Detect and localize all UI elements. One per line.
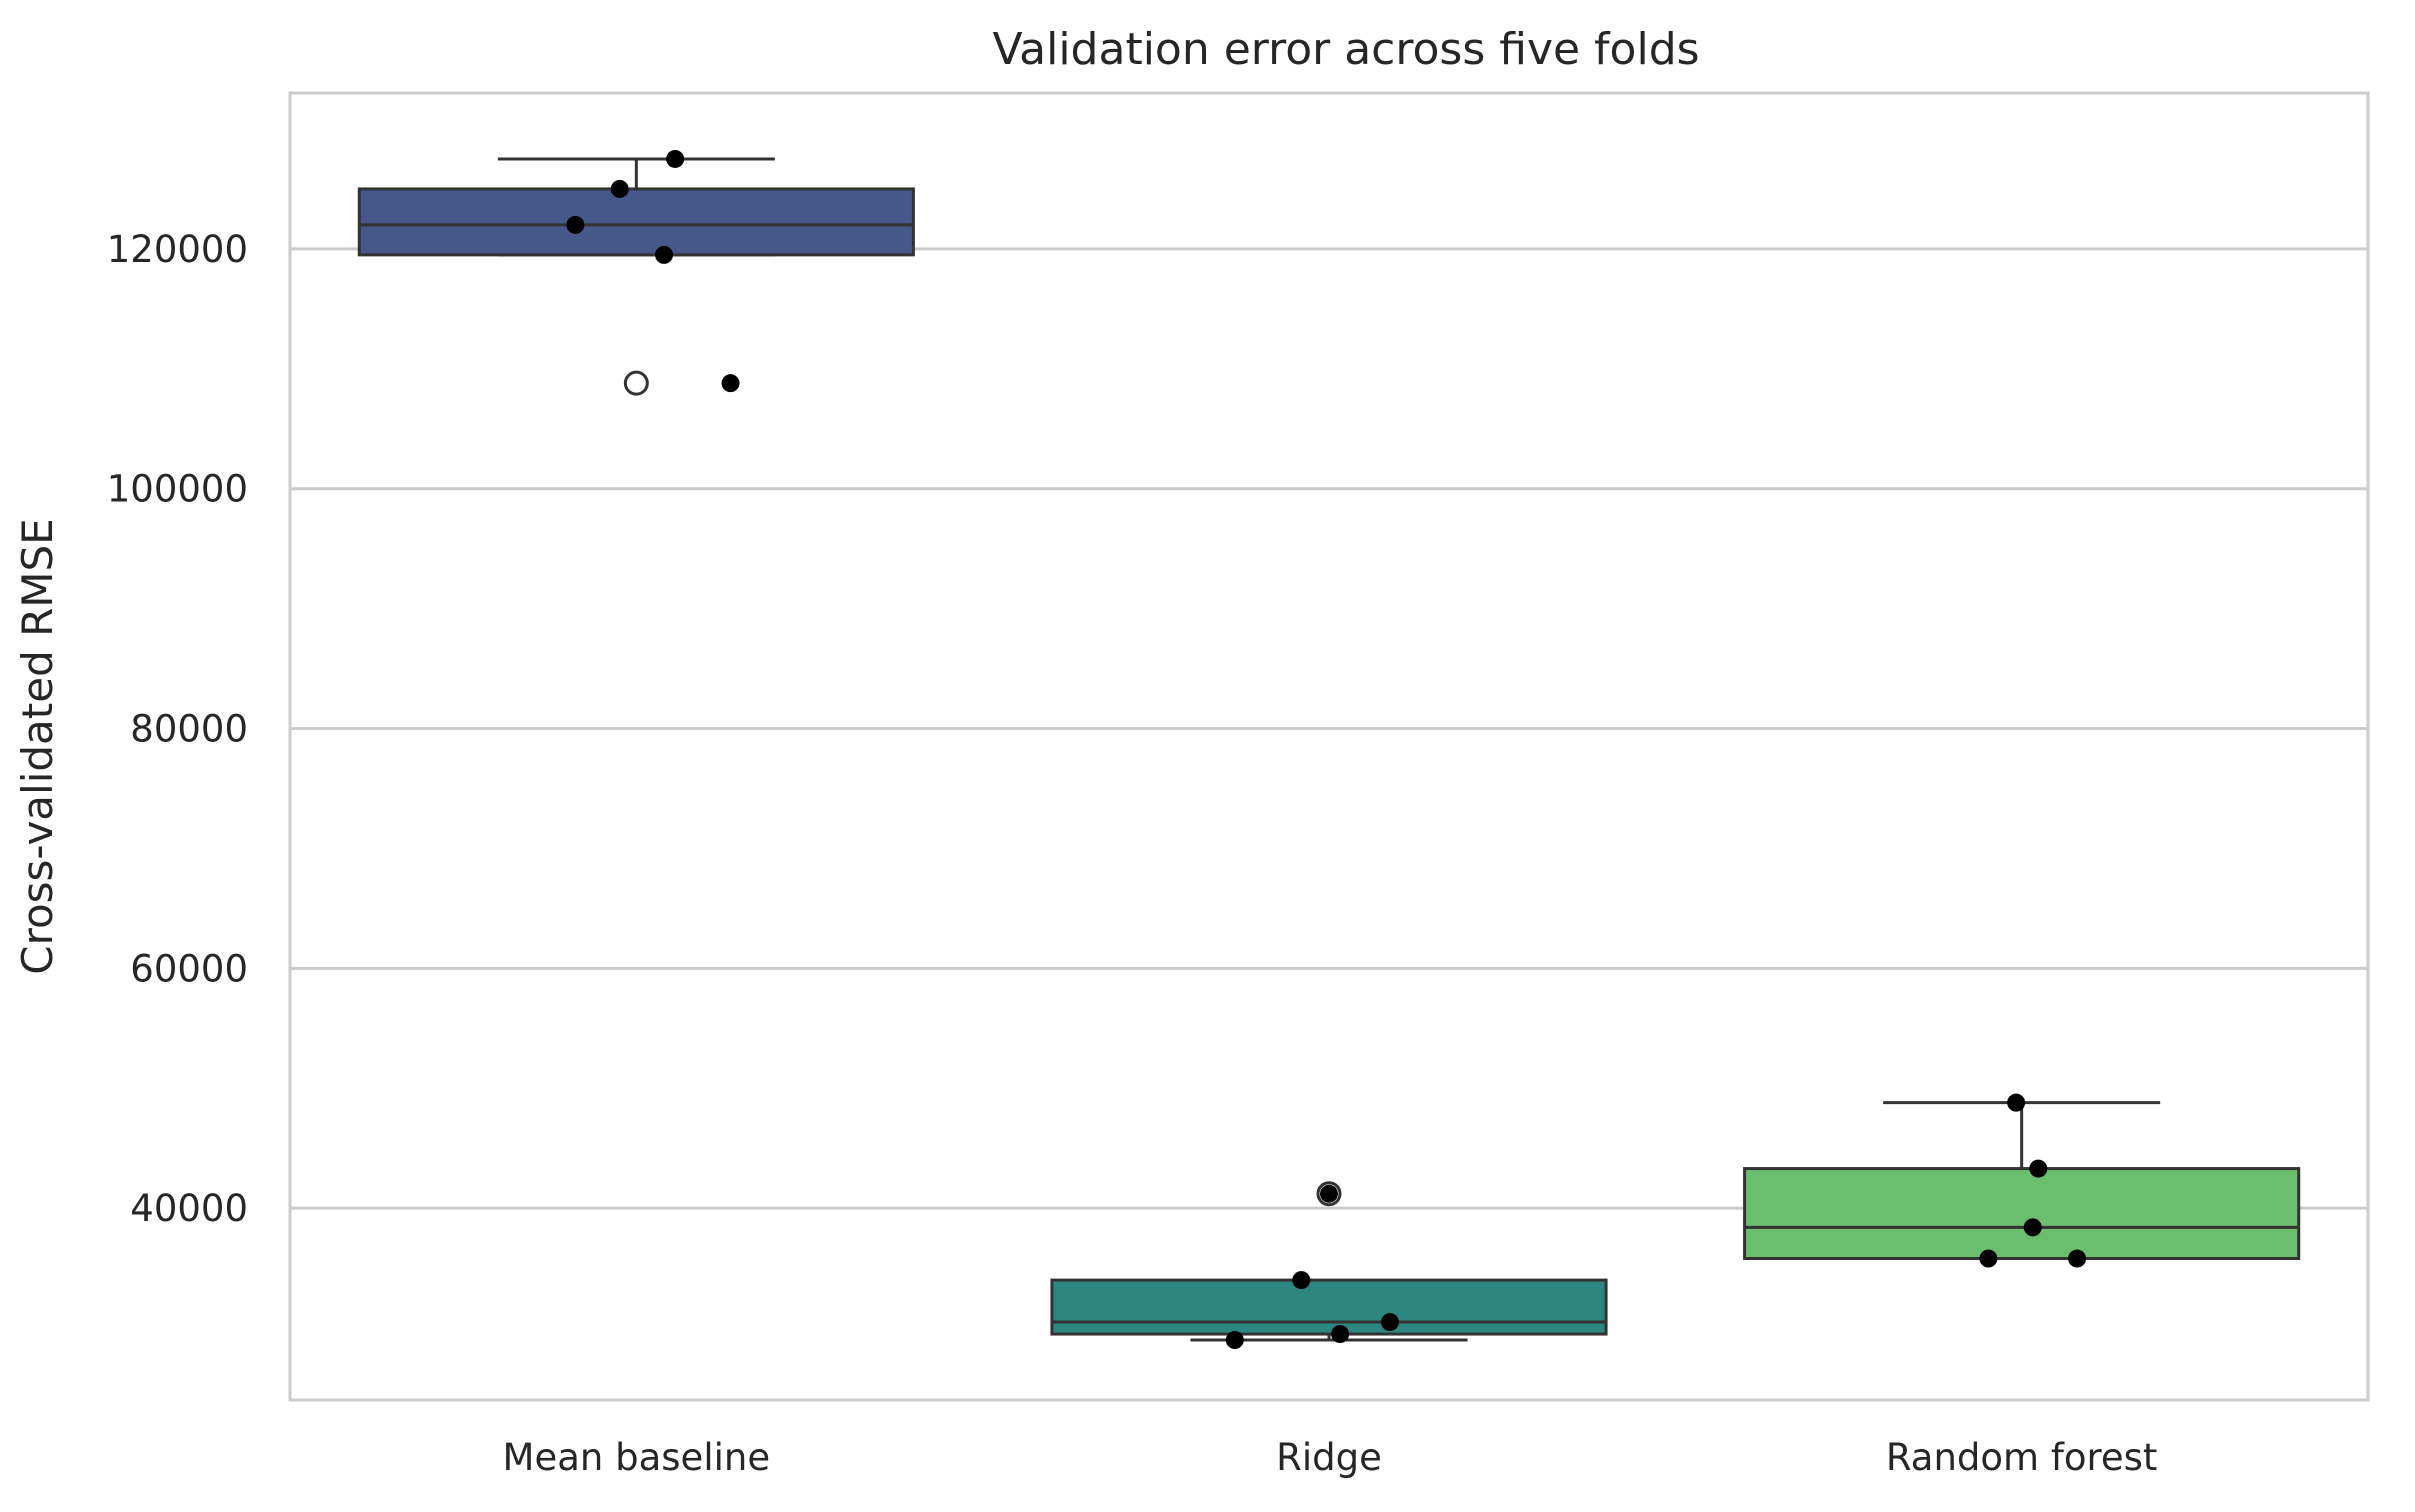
x-tick-labels: Mean baseline Ridge Random forest [503,1436,2158,1479]
fold-point [610,179,629,198]
box-mean-baseline [357,157,915,396]
fold-point [2029,1159,2048,1178]
x-tick-label: Ridge [1276,1436,1382,1479]
box-body [1743,1167,2301,1261]
fold-point [666,149,685,168]
chart-title: Validation error across five folds [992,24,1699,75]
fold-point [1979,1249,1998,1268]
fold-point [1380,1313,1399,1332]
fold-point [655,245,674,264]
y-gridlines [290,247,2368,1210]
fold-point [2007,1093,2026,1112]
fold-point [2068,1249,2087,1268]
y-tick-label: 120000 [107,228,248,271]
x-tick-label: Mean baseline [503,1436,771,1479]
y-tick-label: 40000 [130,1187,248,1230]
fold-point [566,215,585,234]
box-body [357,187,915,257]
outlier-marker [623,370,649,396]
fold-points [566,149,2087,1350]
fold-point [1225,1331,1244,1350]
y-tick-label: 80000 [130,708,248,751]
box-series [357,157,2301,1342]
box-ridge [1050,1181,1608,1342]
box-random-forest [1743,1101,2301,1261]
y-tick-label: 100000 [107,468,248,511]
fold-point [1292,1271,1311,1290]
y-tick-label: 60000 [130,947,248,990]
fold-point [1320,1184,1338,1203]
outlier-marker [1316,1181,1342,1207]
plot-frame [288,91,2370,1402]
fold-point [1331,1325,1350,1344]
fold-point [721,374,740,393]
fold-point [2023,1218,2042,1237]
box-body [1050,1278,1608,1336]
x-tick-label: Random forest [1886,1436,2158,1479]
y-axis-label: Cross-validated RMSE [13,518,62,974]
y-tick-labels: 40000 60000 80000 100000 120000 [107,228,248,1230]
